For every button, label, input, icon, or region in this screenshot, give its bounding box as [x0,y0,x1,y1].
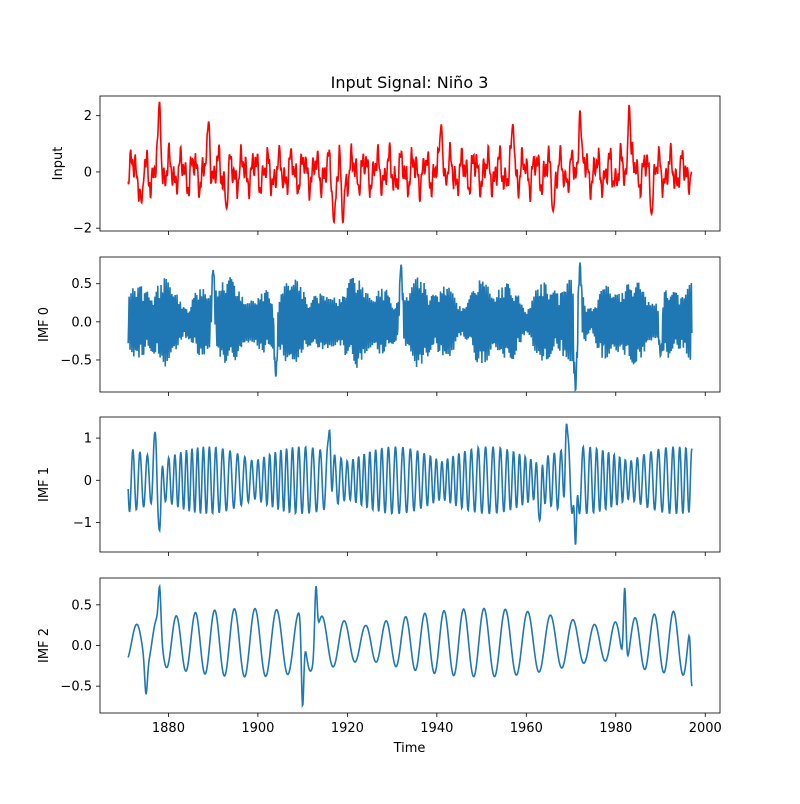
chart-title: Input Signal: Niño 3 [331,73,489,92]
y-tick-label-3-2: −0.5 [60,680,92,695]
x-tick-label-3: 1940 [420,721,453,736]
y-axis-label-3: IMF 2 [37,628,52,663]
x-tick-label-4: 1960 [510,721,543,736]
y-tick-label-1-0: 0.5 [71,277,92,292]
x-tick-label-6: 2000 [689,721,722,736]
x-axis-label: Time [393,741,426,756]
y-tick-label-2-1: 0 [84,474,92,489]
x-tick-label-1: 1900 [241,721,274,736]
panel-1: 0.5 0.0 −0.5 IMF 0 [37,256,721,396]
x-tick-label-5: 1980 [599,721,632,736]
panel-3: 0.5 0.0 −0.5 IMF 2 1880 1900 1920 1940 1960 1980 2… [37,577,722,736]
panels: 2 0 −2 Input 0.5 0.0 −0.5 IMF 0 1 0 −1 IMF 1 0.5 0.0 −… [37,95,722,736]
axes-frame-0 [99,95,721,232]
axes-frame-1 [99,256,721,393]
series-line-3 [127,583,693,709]
y-tick-label-1-1: 0.0 [71,315,92,330]
y-tick-label-1-2: −0.5 [60,353,92,368]
x-tick-label-2: 1920 [331,721,364,736]
y-tick-label-0-1: 0 [84,165,92,180]
series-line-0 [127,101,693,225]
y-tick-label-2-0: 1 [84,432,92,447]
axes-frame-2 [99,416,721,553]
panel-2: 1 0 −1 IMF 1 [37,416,721,556]
y-axis-label-0: Input [51,147,66,181]
y-tick-label-2-2: −1 [73,516,92,531]
series-line-1 [127,262,693,392]
y-axis-label-2: IMF 1 [37,467,52,502]
y-axis-label-1: IMF 0 [37,307,52,342]
panel-0: 2 0 −2 Input [51,95,721,237]
y-tick-label-0-2: −2 [73,222,92,237]
y-tick-label-3-0: 0.5 [71,598,92,613]
y-tick-label-3-1: 0.0 [71,639,92,654]
series-line-2 [127,423,693,545]
x-tick-label-0: 1880 [152,721,185,736]
y-tick-label-0-0: 2 [84,109,92,124]
